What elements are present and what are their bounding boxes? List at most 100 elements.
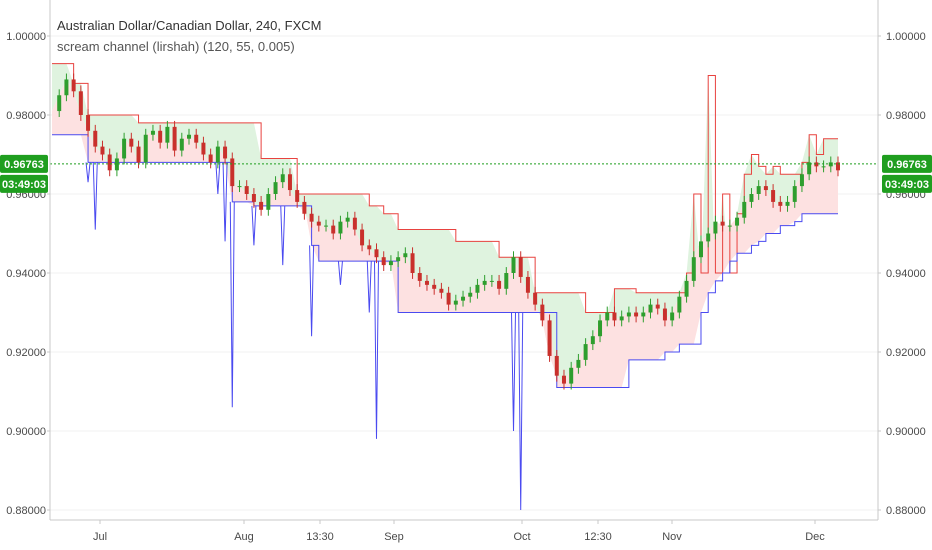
candle-body <box>461 296 466 301</box>
candle-body <box>129 138 134 147</box>
candle-body <box>756 186 761 194</box>
candle-body <box>662 308 667 321</box>
grid-lines <box>50 35 878 511</box>
candle-body <box>540 304 545 321</box>
candle-body <box>511 257 516 273</box>
y-tick-label-left: 0.88000 <box>6 505 46 517</box>
candle-body <box>403 253 408 258</box>
candle-body <box>280 174 285 183</box>
axes <box>49 0 879 521</box>
candle-body <box>396 257 401 262</box>
candle-body <box>100 146 105 155</box>
y-tick-label-right: 0.94000 <box>886 268 926 280</box>
candle-body <box>352 217 357 230</box>
candle-body <box>698 241 703 258</box>
countdown-badge-right-value: 03:49:03 <box>885 179 929 191</box>
lower-channel-line <box>52 134 838 389</box>
candle-body <box>71 79 76 92</box>
candle-body <box>432 284 437 289</box>
candle-body <box>295 190 300 202</box>
lower-spike <box>309 245 315 337</box>
candle-body <box>194 134 199 143</box>
lower-spike <box>337 261 343 285</box>
lower-spike <box>85 162 91 183</box>
candle-body <box>619 316 624 321</box>
candle-body <box>807 162 812 175</box>
candle-body <box>201 142 206 155</box>
candle-body <box>57 95 62 112</box>
candle-body <box>497 280 502 289</box>
lower-spike <box>222 162 228 242</box>
candle-body <box>828 162 833 167</box>
candle-body <box>179 138 184 151</box>
candle-body <box>713 221 718 234</box>
candle-body <box>670 312 675 321</box>
candle-body <box>410 253 415 273</box>
candle-body <box>150 130 155 135</box>
candle-body <box>763 186 768 191</box>
candle-body <box>324 225 329 227</box>
x-tick-label: Jul <box>93 531 107 543</box>
candle-body <box>208 154 213 163</box>
candle-body <box>605 312 610 321</box>
candle-body <box>309 213 314 222</box>
candle-body <box>612 312 617 321</box>
y-tick-label-right: 1.00000 <box>886 31 926 43</box>
lower-spike <box>511 312 517 432</box>
candle-body <box>583 344 588 360</box>
candle-body <box>504 273 509 289</box>
candle-body <box>64 79 69 96</box>
x-tick-label: 13:30 <box>306 531 334 543</box>
candle-body <box>720 221 725 226</box>
candle-body <box>237 186 242 188</box>
candle-body <box>778 201 783 206</box>
price-badge-left-value: 0.96763 <box>4 159 44 171</box>
candle-body <box>374 249 379 258</box>
y-tick-label-right: 0.88000 <box>886 505 926 517</box>
candle-body <box>727 225 732 227</box>
candle-body <box>706 233 711 242</box>
candle-body <box>475 284 480 293</box>
y-tick-label-right: 0.90000 <box>886 426 926 438</box>
candle-body <box>230 158 235 187</box>
candle-body <box>821 166 826 168</box>
candle-body <box>691 257 696 281</box>
candle-body <box>749 194 754 202</box>
candle-body <box>598 320 603 337</box>
candle-body <box>655 304 660 309</box>
candle-body <box>799 174 804 187</box>
price-badge-right: 0.96763 03:49:03 <box>882 154 932 193</box>
candle-body <box>417 273 422 281</box>
candle-body <box>360 229 365 246</box>
candle-body <box>266 194 271 210</box>
lower-spike <box>251 205 257 246</box>
x-tick-label: Oct <box>513 531 530 543</box>
candle-body <box>316 221 321 226</box>
candle-body <box>569 367 574 384</box>
chart-title: Australian Dollar/Canadian Dollar, 240, … <box>57 18 322 33</box>
candle-body <box>677 296 682 313</box>
x-tick-label: 12:30 <box>584 531 612 543</box>
candle-body <box>634 312 639 317</box>
lower-spike <box>92 162 98 230</box>
lower-spike <box>229 201 235 408</box>
candle-body <box>158 130 163 143</box>
x-axis: Jul Aug 13:30 Sep Oct 12:30 Nov Dec <box>93 520 825 543</box>
price-candles <box>57 73 840 390</box>
candle-body <box>641 312 646 317</box>
y-tick-label-left: 1.00000 <box>6 31 46 43</box>
candle-body <box>338 221 343 234</box>
countdown-badge-left-bg <box>0 174 48 193</box>
chart-legend: Australian Dollar/Canadian Dollar, 240, … <box>57 15 321 57</box>
lower-spike <box>280 205 286 266</box>
candle-body <box>302 201 307 214</box>
price-badge-left: 0.96763 03:49:03 <box>0 154 48 193</box>
y-axis-right: 1.000000.980000.960000.940000.920000.900… <box>878 31 926 517</box>
candle-body <box>424 280 429 285</box>
price-badge-right-bg <box>882 154 932 173</box>
lower-spikes <box>85 162 524 511</box>
candle-body <box>331 225 336 234</box>
candle-body <box>518 257 523 277</box>
candle-body <box>561 375 566 384</box>
